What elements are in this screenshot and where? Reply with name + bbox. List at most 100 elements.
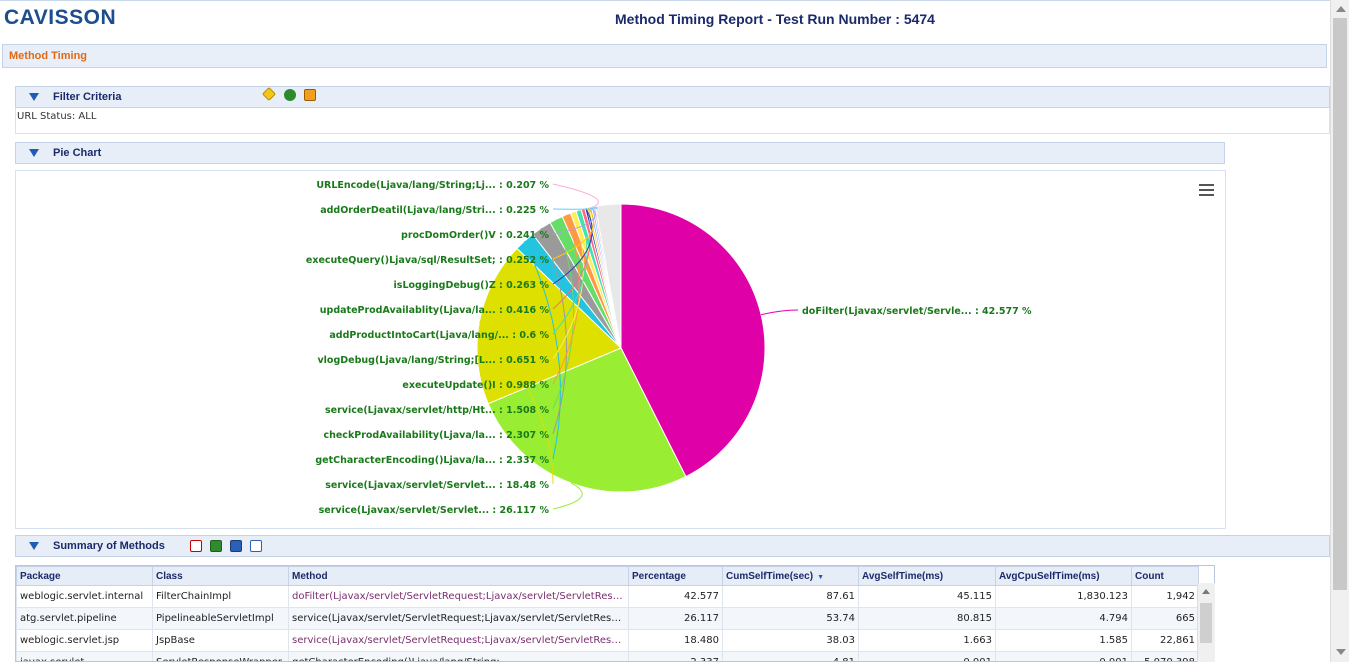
table-row[interactable]: javax.servletServletResponseWrappergetCh… bbox=[16, 651, 1199, 661]
pie-slice-label: service(Ljavax/servlet/Servlet... : 18.4… bbox=[325, 480, 549, 491]
column-header[interactable]: CumSelfTime(sec) ▼ bbox=[722, 566, 859, 586]
table-cell-cpu: 4.794 bbox=[995, 607, 1132, 630]
pie-slice-label: getCharacterEncoding()Ljava/la... : 2.33… bbox=[315, 455, 549, 466]
pie-connector-line bbox=[552, 206, 598, 210]
pie-connector-line bbox=[540, 227, 568, 435]
pie-slice-label: service(Ljavax/servlet/http/Ht... : 1.50… bbox=[325, 405, 549, 416]
table-cell-class: JspBase bbox=[152, 629, 289, 652]
table-row[interactable]: atg.servlet.pipeline PipelineableServletI… bbox=[16, 607, 1199, 630]
pie-connector-line bbox=[552, 183, 599, 207]
table-cell-count: 22,861 bbox=[1131, 629, 1199, 652]
chart-menu-icon[interactable] bbox=[1199, 184, 1214, 196]
top-border bbox=[0, 0, 1330, 1]
table-cell-cpu: 1,830.123 bbox=[995, 585, 1132, 608]
column-header[interactable]: Percentage bbox=[628, 566, 723, 586]
table-cell-package: weblogic.servlet.internal bbox=[16, 585, 153, 608]
column-header[interactable]: Count bbox=[1131, 566, 1199, 586]
pie-slice-label: addOrderDeatil(Ljava/lang/Stri... : 0.22… bbox=[320, 205, 549, 216]
scroll-down-icon[interactable] bbox=[1336, 649, 1346, 655]
column-header[interactable]: Method bbox=[288, 566, 629, 586]
page-scrollbar[interactable] bbox=[1330, 0, 1349, 662]
table-scrollbar[interactable] bbox=[1197, 583, 1215, 662]
table-cell-percentage: 18.480 bbox=[628, 629, 723, 652]
table-cell-percentage: 42.577 bbox=[628, 585, 723, 608]
page-scroll-thumb[interactable] bbox=[1333, 18, 1347, 590]
filter-criteria-header[interactable]: Filter Criteria bbox=[15, 86, 1330, 108]
pie-slice-label: addProductIntoCart(Ljava/lang/... : 0.6 … bbox=[329, 330, 549, 341]
pie-slice-label: executeQuery()Ljava/sql/ResultSet; : 0.2… bbox=[306, 255, 550, 266]
scroll-up-icon[interactable] bbox=[1336, 6, 1346, 12]
breadcrumb-label: Method Timing bbox=[9, 50, 88, 62]
refresh-icon[interactable] bbox=[284, 89, 296, 101]
breadcrumb: Method Timing bbox=[2, 44, 1327, 68]
table-cell-method: getCharacterEncoding()Ljava/lang/String; bbox=[288, 651, 629, 661]
word-export-icon[interactable] bbox=[230, 540, 242, 552]
csv-export-icon[interactable] bbox=[250, 540, 262, 552]
table-cell-class: FilterChainImpl bbox=[152, 585, 289, 608]
pie-connector-line bbox=[552, 482, 583, 510]
table-cell-percentage: 2.337 bbox=[628, 651, 723, 661]
table-row[interactable]: weblogic.servlet.internal FilterChainImpl… bbox=[16, 585, 1199, 608]
table-cell-cpu: 0.001 bbox=[995, 651, 1132, 661]
table-cell-avg: 45.115 bbox=[858, 585, 996, 608]
sort-desc-icon[interactable]: ▼ bbox=[817, 573, 825, 581]
collapse-toggle-icon[interactable] bbox=[29, 149, 39, 157]
pie-connector-line bbox=[479, 321, 554, 485]
report-title: Method Timing Report - Test Run Number :… bbox=[615, 11, 935, 27]
pie-connector-line bbox=[552, 211, 584, 360]
table-cell-class: ServletResponseWrapper bbox=[152, 651, 289, 661]
cavisson-logo: CAVISSON bbox=[4, 6, 117, 29]
table-cell-avg: 0.001 bbox=[858, 651, 996, 661]
table-body: weblogic.servlet.internal FilterChainImpl… bbox=[16, 585, 1199, 661]
pie-chart-title: Pie Chart bbox=[53, 147, 102, 159]
collapse-toggle-icon[interactable] bbox=[29, 93, 39, 101]
table-cell-cpu: 1.585 bbox=[995, 629, 1132, 652]
summary-table: Package Class Method Percentage CumSelfTime(… bbox=[15, 565, 1215, 662]
table-cell-cum: 53.74 bbox=[722, 607, 859, 630]
table-cell-count: 665 bbox=[1131, 607, 1199, 630]
pie-chart-header[interactable]: Pie Chart bbox=[15, 142, 1225, 164]
pie-slice-label: updateProdAvailablity(Ljava/la... : 0.41… bbox=[320, 305, 550, 316]
table-header-row: Package Class Method Percentage CumSelfTime(… bbox=[16, 566, 1199, 586]
table-cell-package: atg.servlet.pipeline bbox=[16, 607, 153, 630]
column-header[interactable]: Package bbox=[16, 566, 153, 586]
pie-slice-label: doFilter(Ljavax/servlet/Servle... : 42.5… bbox=[802, 306, 1032, 317]
filter-criteria-title: Filter Criteria bbox=[53, 91, 122, 103]
filter-criteria-body bbox=[15, 108, 1330, 134]
column-header[interactable]: Class bbox=[152, 566, 289, 586]
excel-export-icon[interactable] bbox=[210, 540, 222, 552]
url-status-text: URL Status: ALL bbox=[17, 111, 97, 122]
pie-connector-line bbox=[760, 309, 799, 316]
summary-header[interactable]: Summary of Methods bbox=[15, 535, 1330, 557]
pie-slice-label: URLEncode(Ljava/lang/String;Lj... : 0.20… bbox=[316, 180, 549, 191]
pie-connector-line bbox=[552, 208, 593, 285]
pie-connector-line bbox=[552, 208, 591, 310]
pdf-export-icon[interactable] bbox=[190, 540, 202, 552]
table-row[interactable]: weblogic.servlet.jsp JspBase service(Ljava… bbox=[16, 629, 1199, 652]
table-cell-avg: 80.815 bbox=[858, 607, 996, 630]
grid-icon[interactable] bbox=[304, 89, 316, 101]
pie-connector-line bbox=[552, 207, 595, 260]
table-cell-method[interactable]: service(Ljavax/servlet/ServletRequest;Lj… bbox=[288, 629, 629, 652]
column-header[interactable]: AvgCpuSelfTime(ms) bbox=[995, 566, 1132, 586]
collapse-toggle-icon[interactable] bbox=[29, 542, 39, 550]
table-cell-cum: 87.61 bbox=[722, 585, 859, 608]
pie-slice-label: checkProdAvailability(Ljava/la... : 2.30… bbox=[323, 430, 549, 441]
pie-slice-label: procDomOrder()V : 0.241 % bbox=[401, 230, 549, 241]
pie-slice-label: isLoggingDebug()Z : 0.263 % bbox=[394, 280, 550, 291]
table-scroll-thumb[interactable] bbox=[1200, 603, 1212, 643]
table-cell-method[interactable]: doFilter(Ljavax/servlet/ServletRequest;L… bbox=[288, 585, 629, 608]
table-cell-cum: 4.81 bbox=[722, 651, 859, 661]
table-cell-avg: 1.663 bbox=[858, 629, 996, 652]
column-header[interactable]: AvgSelfTime(ms) bbox=[858, 566, 996, 586]
scroll-up-icon[interactable] bbox=[1202, 589, 1210, 594]
table-cell-cum: 38.03 bbox=[722, 629, 859, 652]
table-cell-count: 1,942 bbox=[1131, 585, 1199, 608]
pie-slice[interactable] bbox=[620, 203, 766, 478]
pie-slice-label: service(Ljavax/servlet/Servlet... : 26.1… bbox=[319, 505, 550, 516]
pie-connector-line bbox=[552, 219, 575, 410]
pie-connector-line bbox=[552, 206, 596, 235]
table-cell-percentage: 26.117 bbox=[628, 607, 723, 630]
pie-connector-line bbox=[552, 210, 588, 335]
